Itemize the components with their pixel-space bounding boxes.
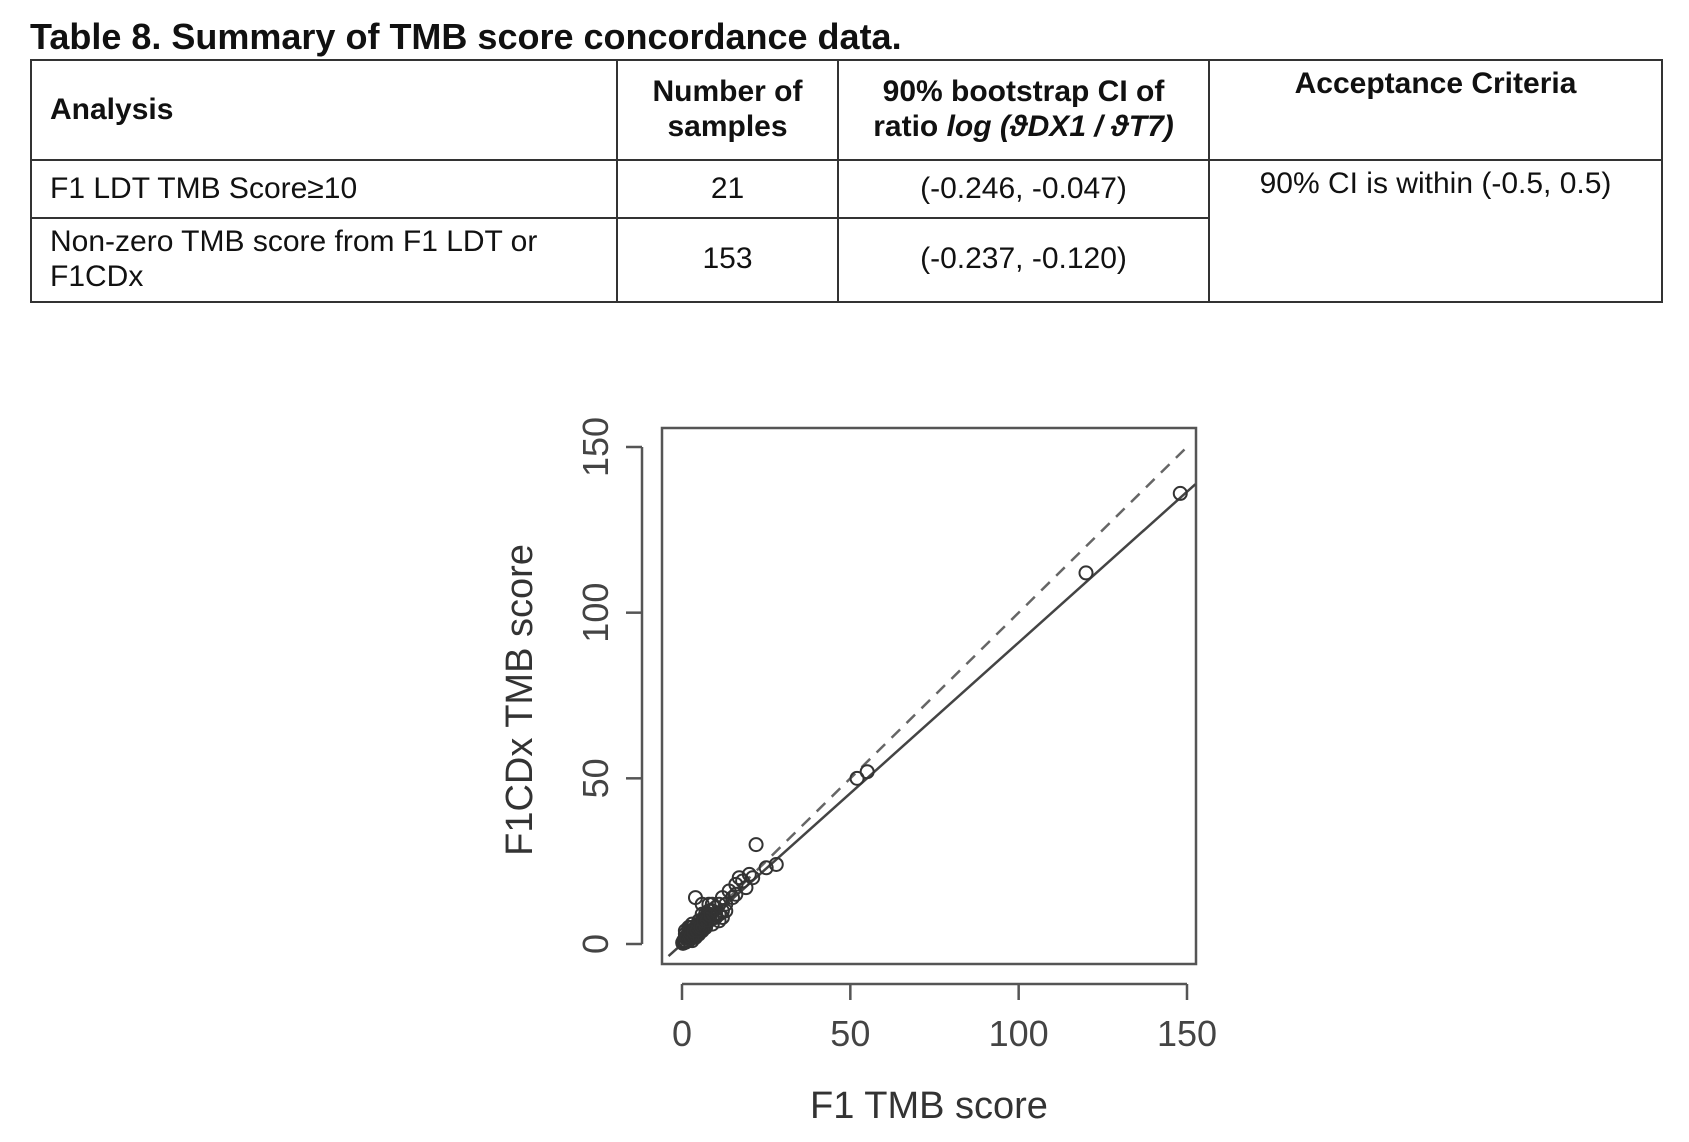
identity-reference-line (681, 446, 1188, 945)
header-analysis: Analysis (30, 59, 618, 161)
data-point (859, 764, 875, 780)
table-header-row: Analysis Number of samples 90% bootstrap… (30, 59, 1663, 161)
row-analysis: F1 LDT TMB Score≥10 (30, 159, 618, 219)
row-analysis: Non-zero TMB score from F1 LDT or F1CDx (30, 217, 618, 303)
data-point (1078, 565, 1094, 581)
data-point (704, 896, 720, 912)
regression-fit-line (667, 483, 1197, 957)
row-ci: (-0.246, -0.047) (837, 159, 1210, 219)
x-tick-label: 100 (989, 1013, 1049, 1054)
data-point (738, 880, 754, 896)
row-samples: 153 (616, 217, 839, 303)
header-ci-line2-prefix: ratio (873, 110, 947, 143)
table-row: F1 LDT TMB Score≥10 21 (-0.246, -0.047) … (30, 159, 1663, 303)
y-tick-label: 100 (575, 583, 616, 643)
table-row: Non-zero TMB score from F1 LDT or F1CDx … (30, 217, 1662, 303)
data-point (718, 903, 734, 919)
y-tick-label: 0 (575, 934, 616, 954)
acceptance-value: 90% CI is within (-0.5, 0.5) (1208, 159, 1663, 303)
concordance-table: Analysis Number of samples 90% bootstrap… (30, 59, 1663, 303)
data-point (758, 860, 774, 876)
x-tick-label: 150 (1157, 1013, 1217, 1054)
data-point (703, 907, 719, 923)
plot-axes: 0 50 100 150 0 50 100 150 (575, 417, 1217, 1054)
data-point (849, 770, 865, 786)
x-tick-label: 0 (672, 1013, 692, 1054)
header-ci: 90% bootstrap CI of ratio log (ϑDX1 / ϑT… (837, 59, 1210, 161)
y-tick-label: 150 (575, 417, 616, 477)
header-samples: Number of samples (616, 59, 839, 161)
data-point (768, 856, 784, 872)
data-point (1172, 485, 1188, 501)
x-axis-title: F1 TMB score (810, 1085, 1048, 1127)
data-point (748, 837, 764, 853)
row-ci: (-0.237, -0.120) (837, 217, 1210, 303)
header-acceptance: Acceptance Criteria (1208, 59, 1663, 161)
data-point (694, 896, 710, 912)
header-ci-formula: log (ϑDX1 / ϑT7) (946, 110, 1174, 143)
header-ci-line1: 90% bootstrap CI of (882, 75, 1165, 109)
table-caption: Table 8. Summary of TMB score concordanc… (30, 16, 902, 57)
y-axis-title: F1CDx TMB score (499, 544, 541, 856)
x-tick-label: 50 (830, 1013, 870, 1054)
y-tick-label: 50 (575, 758, 616, 798)
plot-box (660, 426, 1198, 966)
plot-points (675, 485, 1188, 951)
plot-lines (667, 446, 1197, 957)
row-samples: 21 (616, 159, 839, 219)
